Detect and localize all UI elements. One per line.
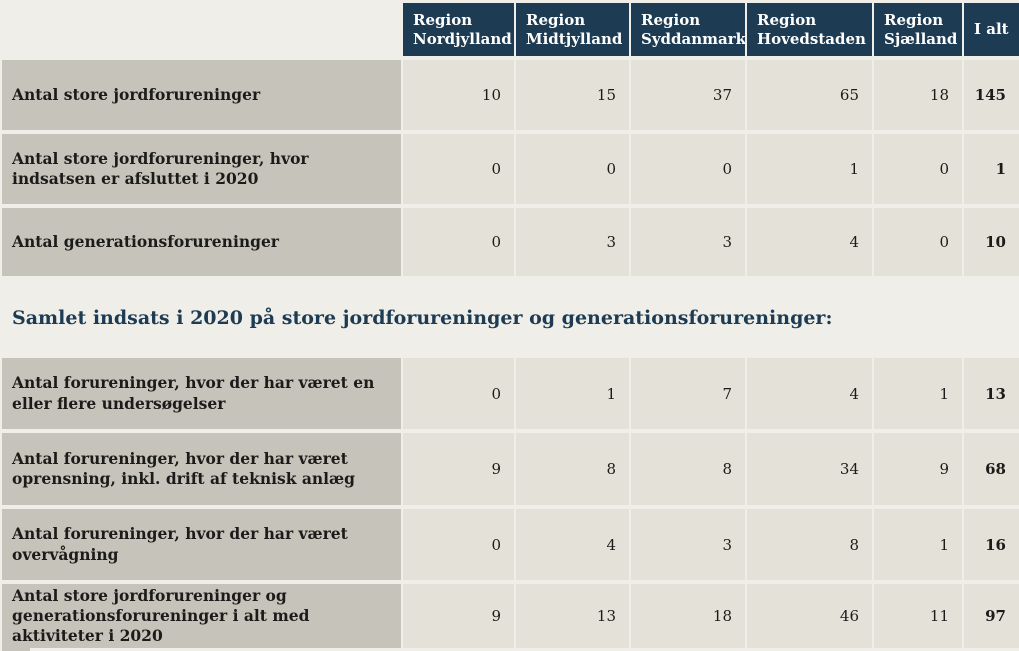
data-cell: 3 <box>631 509 745 580</box>
data-cell: 15 <box>516 60 629 130</box>
data-cell: 4 <box>747 208 872 276</box>
data-cell: 1 <box>747 134 872 204</box>
data-cell: 9 <box>403 584 514 648</box>
data-cell: 0 <box>403 509 514 580</box>
data-cell: 9 <box>874 433 962 505</box>
row-label: Antal forureninger, hvor der har været o… <box>2 433 401 505</box>
data-cell: 0 <box>403 134 514 204</box>
table-row: Antal store jordforureninger 10 15 37 65… <box>2 60 1019 130</box>
data-cell: 65 <box>747 60 872 130</box>
data-cell: 4 <box>747 358 872 429</box>
row-label: Antal generationsforureninger <box>2 208 401 276</box>
data-cell: 0 <box>403 208 514 276</box>
table-row: Antal forureninger, hvor der har været o… <box>2 509 1019 580</box>
data-cell: 0 <box>631 134 745 204</box>
total-cell: 68 <box>964 433 1019 505</box>
total-cell: 145 <box>964 60 1019 130</box>
row-label: Antal store jordforureninger og generati… <box>2 584 401 648</box>
data-cell: 1 <box>874 509 962 580</box>
column-header-region-midtjylland: Region Midtjylland <box>516 3 629 56</box>
data-cell: 0 <box>874 208 962 276</box>
header-spacer <box>2 3 401 56</box>
data-cell: 18 <box>874 60 962 130</box>
data-cell: 0 <box>403 358 514 429</box>
table-row: Antal store jordforureninger og generati… <box>2 584 1019 648</box>
data-cell: 46 <box>747 584 872 648</box>
data-cell: 0 <box>874 134 962 204</box>
data-cell: 18 <box>631 584 745 648</box>
data-cell: 3 <box>631 208 745 276</box>
row-label: Antal store jordforureninger <box>2 60 401 130</box>
data-cell: 37 <box>631 60 745 130</box>
row-label: Antal store jordforureninger, hvor indsa… <box>2 134 401 204</box>
data-cell: 0 <box>516 134 629 204</box>
total-cell: 97 <box>964 584 1019 648</box>
table-row: Antal generationsforureninger 0 3 3 4 0 … <box>2 208 1019 276</box>
total-cell: 10 <box>964 208 1019 276</box>
data-cell: 34 <box>747 433 872 505</box>
column-header-region-nordjylland: Region Nordjylland <box>403 3 514 56</box>
table-row: Antal forureninger, hvor der har været o… <box>2 433 1019 505</box>
data-cell: 11 <box>874 584 962 648</box>
total-cell: 16 <box>964 509 1019 580</box>
data-cell: 8 <box>747 509 872 580</box>
data-cell: 1 <box>516 358 629 429</box>
data-cell: 10 <box>403 60 514 130</box>
data-cell: 4 <box>516 509 629 580</box>
table-row: Antal store jordforureninger, hvor indsa… <box>2 134 1019 204</box>
column-header-region-hovedstaden: Region Hovedstaden <box>747 3 872 56</box>
data-cell: 9 <box>403 433 514 505</box>
data-cell: 3 <box>516 208 629 276</box>
column-header-region-syddanmark: Region Syddanmark <box>631 3 746 56</box>
total-cell: 1 <box>964 134 1019 204</box>
table-row: Antal forureninger, hvor der har været e… <box>2 358 1019 429</box>
total-cell: 13 <box>964 358 1019 429</box>
column-header-i-alt: I alt <box>964 3 1019 56</box>
data-cell: 1 <box>874 358 962 429</box>
row-label: Antal forureninger, hvor der har været e… <box>2 358 401 429</box>
data-cell: 8 <box>631 433 745 505</box>
row-label: Antal forureninger, hvor der har været o… <box>2 509 401 580</box>
column-header-region-sjaelland: Region Sjælland <box>874 3 962 56</box>
section-heading: Samlet indsats i 2020 på store jordforur… <box>12 307 833 329</box>
cutoff-next-row-sliver <box>2 646 30 651</box>
table-header-row: Region Nordjylland Region Midtjylland Re… <box>2 3 1019 56</box>
data-cell: 7 <box>631 358 745 429</box>
data-cell: 13 <box>516 584 629 648</box>
data-cell: 8 <box>516 433 629 505</box>
